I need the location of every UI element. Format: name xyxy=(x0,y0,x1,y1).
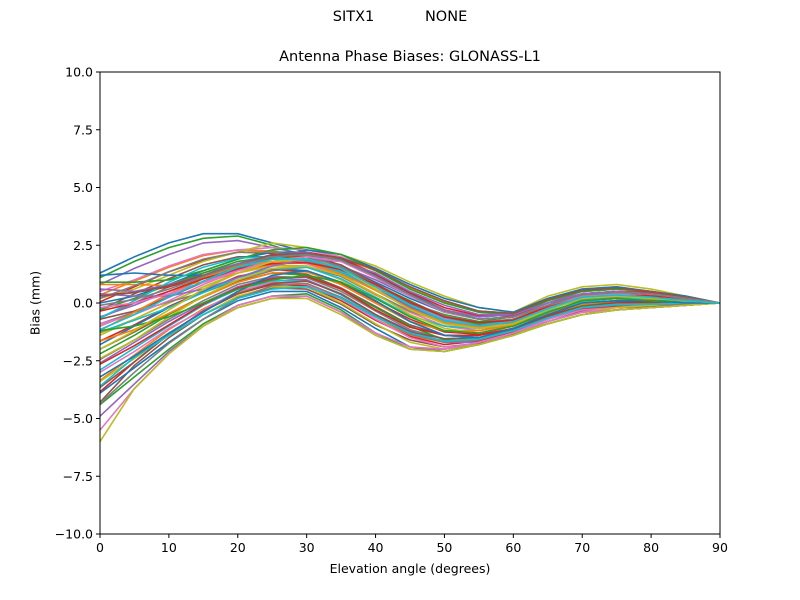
x-tick-label: 70 xyxy=(574,540,590,555)
y-axis-ticks: −10.0 −7.5 −5.0 −2.5 0.0 2.5 5.0 7.5 10.0 xyxy=(55,65,100,542)
series-line xyxy=(99,253,721,321)
series-line xyxy=(99,252,721,315)
x-tick-label: 60 xyxy=(505,540,521,555)
y-tick-label: −2.5 xyxy=(63,353,93,368)
y-tick-label: −5.0 xyxy=(63,411,93,426)
series-line xyxy=(99,242,721,314)
x-tick-label: 80 xyxy=(643,540,659,555)
series-line xyxy=(99,269,720,378)
series-line xyxy=(99,282,721,405)
y-tick-label: 2.5 xyxy=(73,238,93,253)
series-line xyxy=(100,246,721,316)
y-tick-label: 10.0 xyxy=(65,65,93,80)
series-line xyxy=(99,258,721,350)
y-tick-label: 7.5 xyxy=(73,122,93,137)
x-tick-label: 0 xyxy=(96,540,104,555)
x-axis-label: Elevation angle (degrees) xyxy=(329,561,491,576)
y-tick-label: 0.0 xyxy=(73,296,93,311)
data-lines xyxy=(99,232,721,443)
x-tick-label: 50 xyxy=(436,540,452,555)
series-line xyxy=(99,274,721,334)
x-tick-label: 20 xyxy=(230,540,246,555)
series-line xyxy=(99,275,720,365)
y-tick-label: −7.5 xyxy=(63,469,93,484)
y-tick-label: −10.0 xyxy=(55,527,93,542)
series-line xyxy=(99,258,721,331)
figure-suptitle: SITX1 NONE xyxy=(332,9,468,25)
x-tick-label: 40 xyxy=(368,540,384,555)
series-line xyxy=(99,285,720,387)
x-tick-label: 10 xyxy=(161,540,177,555)
series-line xyxy=(99,297,721,443)
y-tick-label: 5.0 xyxy=(73,180,93,195)
series-line xyxy=(99,255,721,321)
x-tick-label: 90 xyxy=(712,540,728,555)
x-tick-label: 30 xyxy=(299,540,315,555)
y-axis-label: Bias (mm) xyxy=(27,270,43,336)
chart-title: Antenna Phase Biases: GLONASS-L1 xyxy=(279,49,541,65)
x-axis-ticks: 0 10 20 30 40 50 60 70 80 90 xyxy=(96,534,728,555)
